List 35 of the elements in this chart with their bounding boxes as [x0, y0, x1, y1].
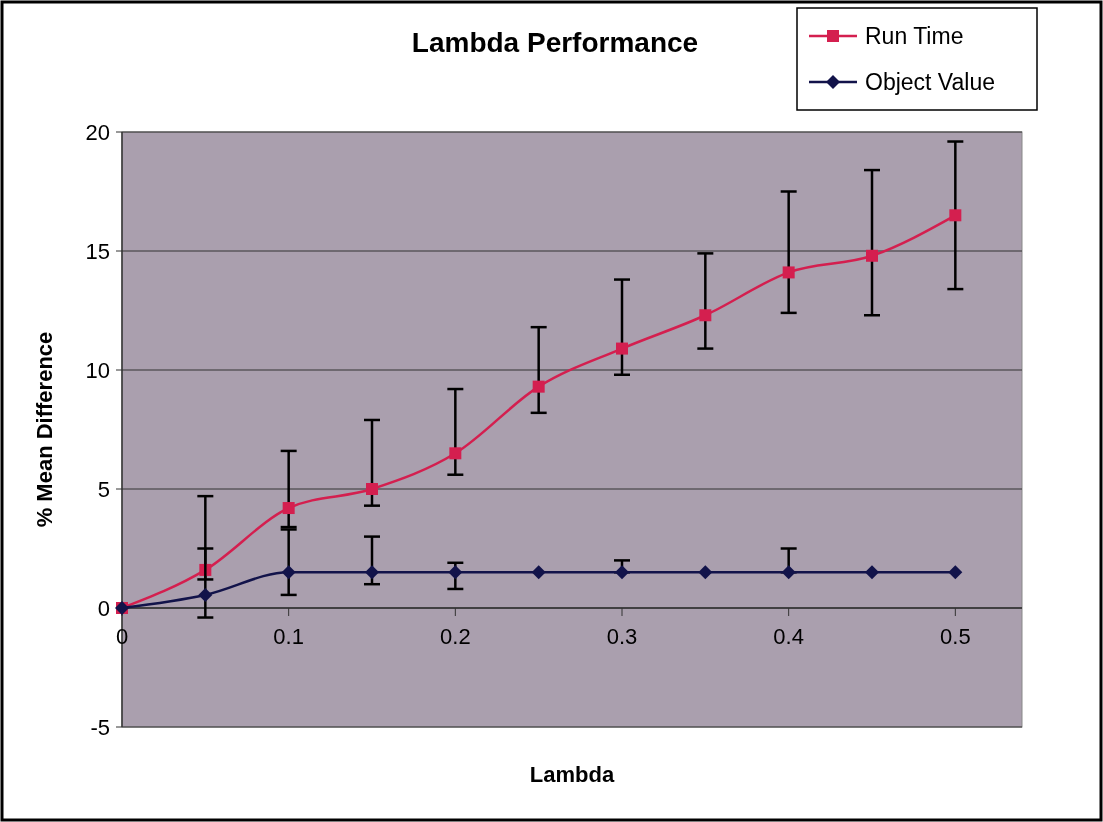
legend-label: Object Value [865, 69, 995, 96]
y-tick-label: 15 [85, 238, 110, 264]
point [949, 209, 962, 222]
y-tick-label: 10 [85, 357, 110, 383]
y-tick-label: 20 [85, 119, 110, 145]
point [781, 565, 796, 580]
y-tick-label: -5 [90, 714, 110, 740]
x-tick-label: 0.5 [940, 624, 971, 649]
point [866, 249, 878, 262]
x-tick-label: 0.4 [773, 624, 804, 649]
point [699, 309, 712, 322]
point [448, 565, 463, 580]
y-tick-label: 0 [97, 595, 110, 621]
point [698, 565, 713, 580]
point [365, 565, 379, 580]
x-tick-label: 0.3 [606, 624, 638, 649]
point [531, 565, 546, 580]
x-tick-label: 0.2 [440, 624, 471, 649]
point [616, 342, 628, 355]
point [615, 565, 629, 580]
point [449, 447, 462, 460]
point [282, 502, 295, 515]
x-axis-title: Lambda [529, 762, 615, 787]
point [366, 483, 378, 495]
point [948, 565, 963, 580]
legend-label: Run Time [865, 23, 964, 50]
point [281, 565, 296, 580]
y-tick-label: 5 [97, 476, 110, 502]
x-tick-label: 0.1 [273, 624, 304, 649]
point [782, 266, 795, 279]
chart-title: Lambda Performance [411, 27, 699, 58]
point [865, 565, 879, 580]
point [198, 587, 213, 602]
y-axis-title: % Mean Difference [32, 331, 57, 528]
point [532, 380, 545, 393]
